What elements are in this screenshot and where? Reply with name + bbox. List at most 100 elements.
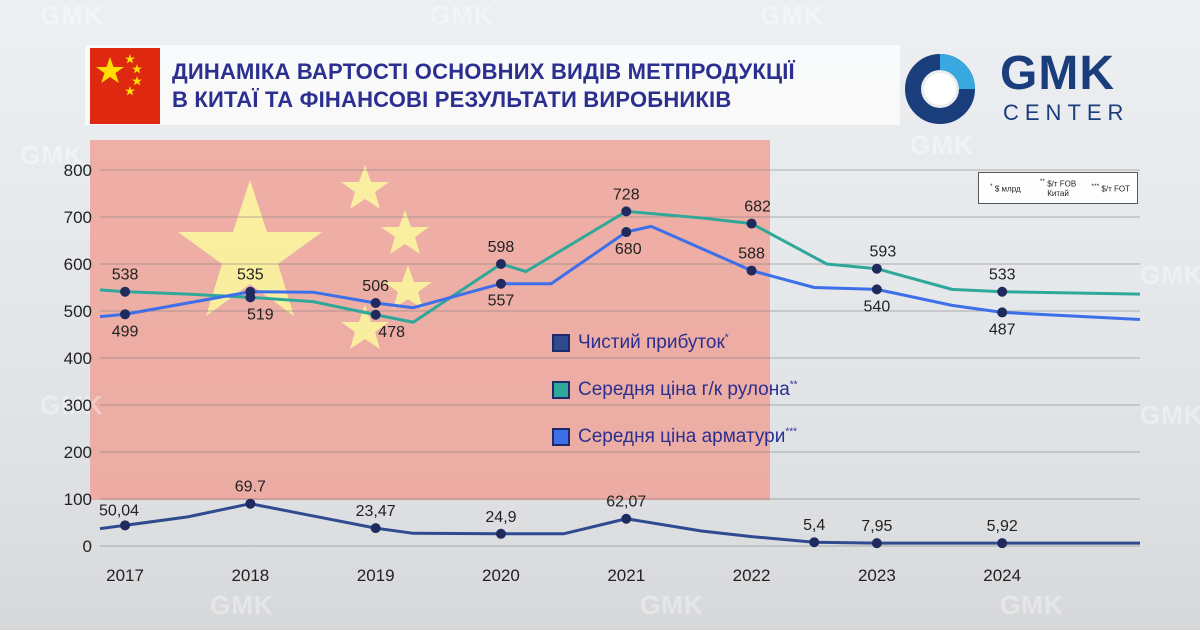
watermark-text: GMK (40, 0, 104, 30)
title-line-2: В КИТАЇ ТА ФІНАНСОВІ РЕЗУЛЬТАТИ ВИРОБНИК… (172, 87, 732, 112)
data-label: 62,07 (606, 494, 646, 511)
logo-name: GMK (1000, 47, 1115, 100)
legend-label-profit: Чистий прибуток* (578, 332, 729, 353)
data-point (495, 278, 506, 289)
footnotes-box: * $ млрд ** $/т FOB Китай *** $/т FOT (978, 172, 1138, 204)
y-tick-label: 0 (83, 537, 92, 556)
legend-item-rebar: Середня ціна арматури*** (552, 426, 798, 448)
data-point (495, 528, 506, 539)
y-tick-label: 200 (64, 443, 92, 462)
y-tick-label: 400 (64, 349, 92, 368)
gmk-logo-ring-icon (905, 54, 975, 124)
logo-subtitle: CENTER (1003, 100, 1130, 125)
data-label: 593 (870, 244, 897, 261)
x-tick-label: 2020 (482, 566, 520, 585)
y-tick-label: 700 (64, 208, 92, 227)
title-line-1: ДИНАМІКА ВАРТОСТІ ОСНОВНИХ ВИДІВ МЕТПРОД… (172, 59, 795, 84)
watermark-text: GMK (40, 390, 104, 420)
data-point (120, 520, 131, 531)
y-tick-label: 300 (64, 396, 92, 415)
series-line (99, 224, 1141, 321)
legend-swatch-profit (552, 334, 570, 352)
watermark-text: GMK (910, 130, 974, 160)
data-point (871, 263, 882, 274)
data-label: 540 (864, 298, 891, 315)
watermark-text: GMK (1000, 590, 1064, 620)
data-label: 23,47 (356, 503, 396, 520)
data-point (120, 309, 131, 320)
data-label: 588 (738, 246, 765, 263)
data-label: 538 (112, 267, 139, 284)
data-point (871, 284, 882, 295)
data-point (746, 218, 757, 229)
data-label: 50,04 (99, 502, 139, 519)
data-label: 487 (989, 321, 1016, 338)
data-label: 506 (362, 278, 389, 295)
data-label: 533 (989, 267, 1016, 284)
data-label: 499 (112, 323, 139, 340)
data-point (997, 307, 1008, 318)
data-point (621, 206, 632, 217)
x-tick-label: 2018 (231, 566, 269, 585)
data-label: 598 (488, 239, 515, 256)
y-tick-label: 100 (64, 490, 92, 509)
watermark-text: GMK (1140, 260, 1200, 290)
y-tick-label: 500 (64, 302, 92, 321)
data-point (245, 286, 256, 297)
footnote-hrc: ** $/т FOB Китай (1039, 177, 1077, 199)
legend-item-hrc: Середня ціна г/к рулона** (552, 379, 798, 401)
china-flag-icon (90, 48, 160, 124)
watermark-text: GMK (430, 0, 494, 30)
data-label: 69.7 (235, 479, 266, 496)
x-tick-label: 2024 (983, 566, 1021, 585)
watermark-text: GMK (640, 590, 704, 620)
data-point (370, 523, 381, 534)
data-point (997, 286, 1008, 297)
data-point (809, 537, 820, 548)
page-title: ДИНАМІКА ВАРТОСТІ ОСНОВНИХ ВИДІВ МЕТПРОД… (172, 58, 892, 114)
data-point (621, 227, 632, 238)
data-point (370, 309, 381, 320)
data-label: 5,4 (803, 517, 825, 534)
x-tick-label: 2022 (733, 566, 771, 585)
data-label: 478 (378, 324, 405, 341)
data-label: 24,9 (485, 509, 516, 526)
data-label: 535 (237, 267, 264, 284)
data-label: 728 (613, 186, 640, 203)
data-label: 7,95 (861, 518, 892, 535)
data-label: 5,92 (987, 518, 1018, 535)
footnote-profit: * $ млрд (990, 182, 1021, 194)
x-tick-label: 2017 (106, 566, 144, 585)
legend-label-hrc: Середня ціна г/к рулона** (578, 379, 798, 400)
y-tick-label: 600 (64, 255, 92, 274)
data-label: 557 (488, 293, 515, 310)
legend-swatch-rebar (552, 428, 570, 446)
series-line (99, 502, 1140, 545)
watermark-text: GMK (20, 140, 84, 170)
data-label: 682 (744, 199, 771, 216)
y-tick-label: 800 (64, 161, 92, 180)
watermark-text: GMK (210, 590, 274, 620)
data-point (120, 286, 131, 297)
legend-item-profit: Чистий прибуток* (552, 332, 798, 354)
data-point (245, 498, 256, 509)
data-point (370, 298, 381, 309)
data-label: 680 (615, 241, 642, 258)
header-band (85, 45, 900, 125)
data-label: 519 (247, 306, 274, 323)
x-tick-label: 2019 (357, 566, 395, 585)
legend-swatch-hrc (552, 381, 570, 399)
data-point (871, 538, 882, 549)
x-tick-label: 2021 (607, 566, 645, 585)
x-tick-label: 2023 (858, 566, 896, 585)
legend-label-rebar: Середня ціна арматури*** (578, 426, 798, 447)
footnote-rebar: *** $/т FOT (1091, 182, 1130, 194)
data-point (621, 513, 632, 524)
watermark-text: GMK (760, 0, 824, 30)
data-point (997, 538, 1008, 549)
chart-legend: Чистий прибуток* Середня ціна г/к рулона… (552, 332, 798, 473)
watermark-text: GMK (1140, 400, 1200, 430)
data-point (495, 259, 506, 269)
data-point (746, 265, 757, 276)
